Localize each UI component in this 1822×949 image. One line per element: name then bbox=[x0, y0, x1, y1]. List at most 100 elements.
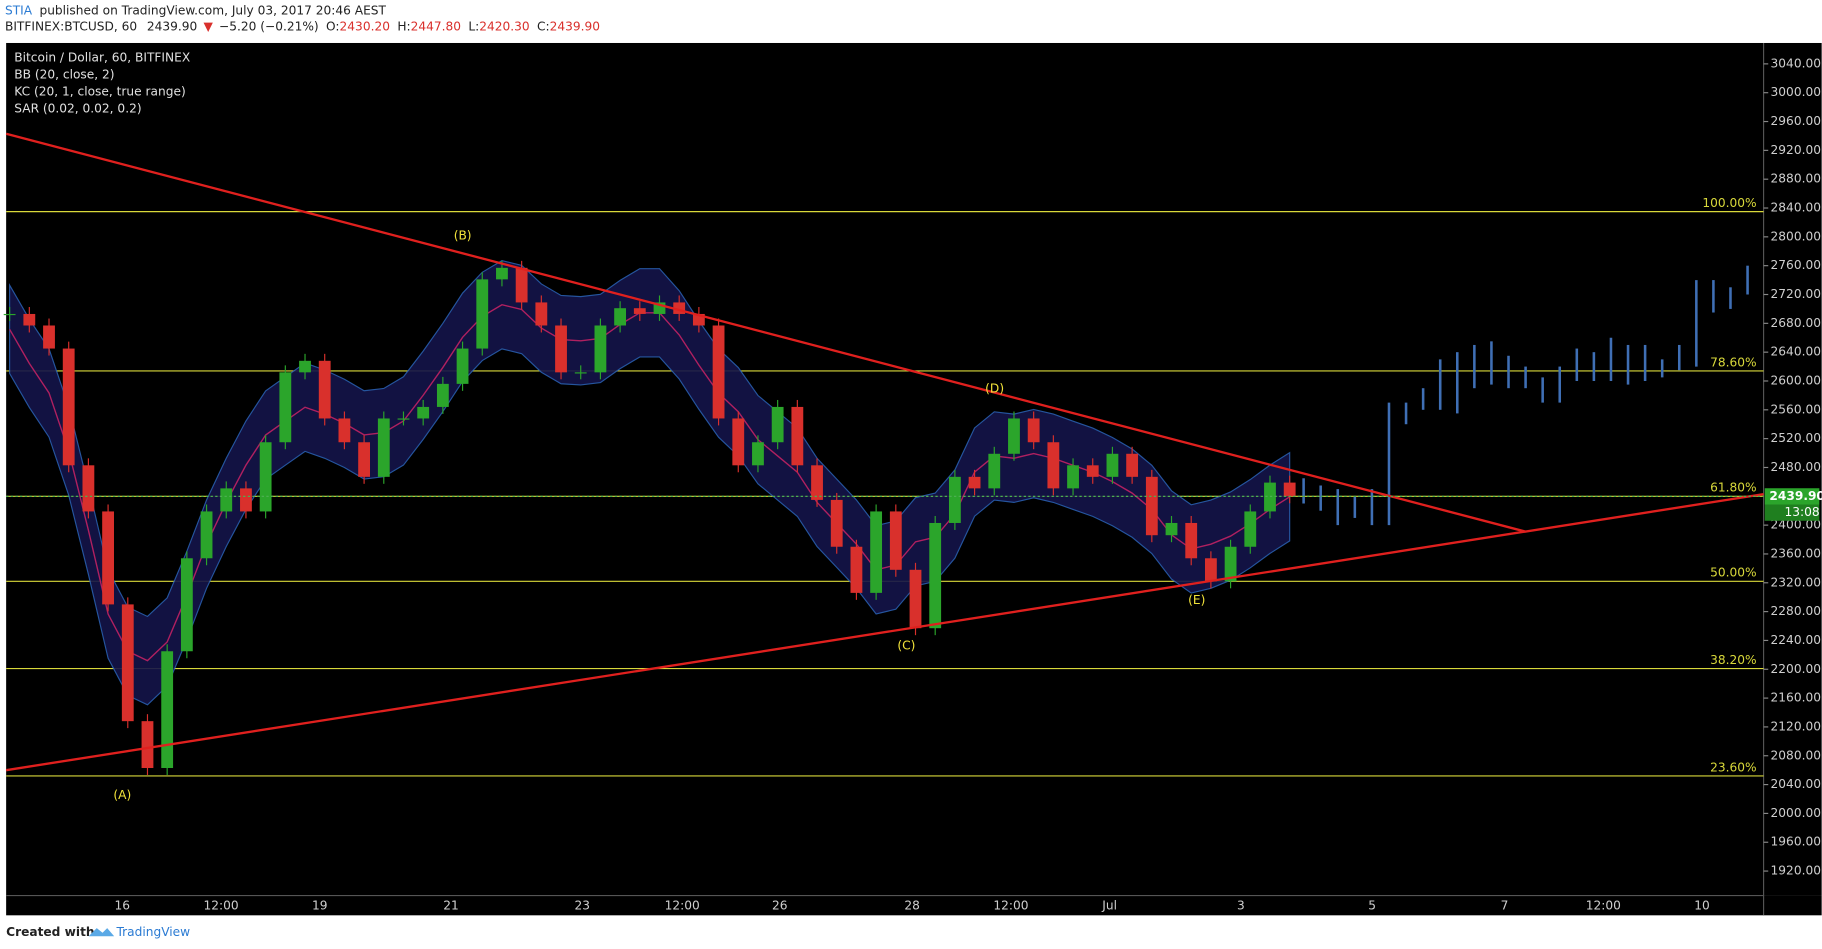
candle bbox=[929, 522, 942, 629]
countdown-box bbox=[1764, 504, 1820, 521]
y-tick-label: 2720.00 bbox=[1771, 287, 1821, 301]
candle bbox=[1204, 558, 1217, 582]
low-value: 2420.30 bbox=[479, 19, 529, 33]
close-value: 2439.90 bbox=[550, 19, 600, 33]
candle bbox=[515, 267, 528, 303]
candle bbox=[299, 360, 311, 373]
author: STIA bbox=[5, 3, 33, 17]
candle bbox=[1244, 511, 1257, 547]
header-line-2: BITFINEX:BTCUSD, 60 2439.90 ▼ −5.20 (−0.… bbox=[5, 19, 600, 33]
x-tick-label: 12:00 bbox=[203, 899, 238, 913]
candle bbox=[1067, 465, 1079, 489]
candle bbox=[555, 325, 567, 373]
legend-entry: KC (20, 1, close, true range) bbox=[14, 84, 185, 98]
low-label: L: bbox=[468, 19, 479, 33]
x-tick-label: 19 bbox=[312, 899, 328, 913]
y-tick-label: 2600.00 bbox=[1771, 373, 1821, 387]
high-label: H: bbox=[397, 19, 410, 33]
footer-brand[interactable]: TradingView bbox=[115, 925, 190, 939]
open-label: O: bbox=[326, 19, 340, 33]
y-tick-label: 2160.00 bbox=[1771, 691, 1821, 705]
candle bbox=[82, 465, 95, 512]
candle bbox=[633, 308, 646, 314]
fib-label: 38.20% bbox=[1710, 653, 1756, 667]
candle bbox=[1027, 418, 1040, 443]
y-tick-label: 2200.00 bbox=[1771, 662, 1821, 676]
candle bbox=[811, 465, 823, 500]
close-label: C: bbox=[537, 19, 550, 33]
candle bbox=[62, 348, 75, 466]
candle bbox=[456, 348, 469, 384]
y-tick-label: 2120.00 bbox=[1771, 719, 1821, 733]
candle bbox=[692, 313, 705, 326]
candle bbox=[318, 360, 331, 419]
y-tick-label: 2080.00 bbox=[1771, 748, 1821, 762]
candle bbox=[1264, 482, 1276, 512]
fib-label: 78.60% bbox=[1710, 355, 1756, 369]
candle bbox=[3, 313, 16, 316]
price-axis-background bbox=[1763, 42, 1822, 896]
y-tick-label: 2360.00 bbox=[1771, 546, 1821, 560]
candle bbox=[141, 721, 154, 769]
candle bbox=[1047, 442, 1060, 489]
y-tick-label: 1960.00 bbox=[1771, 835, 1821, 849]
y-tick-label: 2320.00 bbox=[1771, 575, 1821, 589]
x-tick-label: 26 bbox=[772, 899, 788, 913]
wave-label: (C) bbox=[897, 638, 915, 652]
candle bbox=[1224, 546, 1237, 582]
open-value: 2430.20 bbox=[340, 19, 390, 33]
candle bbox=[1283, 482, 1296, 497]
footer-created: Created with bbox=[6, 925, 94, 939]
x-tick-label: 5 bbox=[1368, 899, 1376, 913]
candle bbox=[712, 325, 725, 419]
time-axis-background bbox=[6, 895, 1822, 916]
fib-label: 100.00% bbox=[1702, 196, 1756, 210]
candle bbox=[121, 604, 134, 722]
fib-label: 23.60% bbox=[1710, 760, 1756, 774]
candle bbox=[358, 442, 371, 477]
x-tick-label: 10 bbox=[1694, 899, 1710, 913]
candle bbox=[1165, 522, 1178, 536]
candle bbox=[220, 488, 233, 512]
candle bbox=[338, 418, 351, 443]
x-tick-label: 7 bbox=[1501, 899, 1509, 913]
candle bbox=[417, 406, 430, 419]
wave-label: (D) bbox=[985, 382, 1004, 396]
candle bbox=[240, 488, 252, 512]
candle bbox=[889, 511, 902, 570]
candle bbox=[180, 558, 193, 652]
footer-logo bbox=[88, 928, 115, 937]
x-tick-label: 12:00 bbox=[993, 899, 1028, 913]
candle bbox=[732, 418, 745, 466]
candle bbox=[771, 406, 784, 443]
candle bbox=[791, 406, 804, 466]
y-tick-label: 2560.00 bbox=[1771, 402, 1821, 416]
candle bbox=[1126, 453, 1139, 477]
candle bbox=[988, 453, 1001, 489]
candle bbox=[259, 442, 272, 512]
arrow: ▼ bbox=[203, 19, 213, 33]
candle bbox=[535, 302, 548, 326]
x-tick-label: 23 bbox=[575, 899, 591, 913]
y-tick-label: 1920.00 bbox=[1771, 864, 1821, 878]
candle bbox=[102, 511, 114, 605]
change: −5.20 (−0.21%) bbox=[219, 19, 319, 33]
y-tick-label: 2040.00 bbox=[1771, 777, 1821, 791]
candle bbox=[653, 302, 666, 314]
trend-line bbox=[5, 132, 1526, 533]
legend-entry: Bitcoin / Dollar, 60, BITFINEX bbox=[14, 51, 190, 65]
y-tick-label: 2760.00 bbox=[1771, 258, 1821, 272]
candle bbox=[948, 476, 961, 523]
candle bbox=[43, 325, 55, 349]
fib-label: 50.00% bbox=[1710, 566, 1756, 580]
x-tick-label: 28 bbox=[904, 899, 920, 913]
x-tick-label: 21 bbox=[443, 899, 459, 913]
candle bbox=[161, 651, 174, 769]
high-value: 2447.80 bbox=[411, 19, 461, 33]
wave-label: (A) bbox=[113, 788, 131, 802]
y-tick-label: 2400.00 bbox=[1771, 518, 1821, 532]
candle bbox=[377, 418, 390, 477]
countdown-label: 13:08 bbox=[1784, 505, 1819, 519]
candle bbox=[1106, 453, 1119, 477]
candle bbox=[436, 383, 449, 407]
